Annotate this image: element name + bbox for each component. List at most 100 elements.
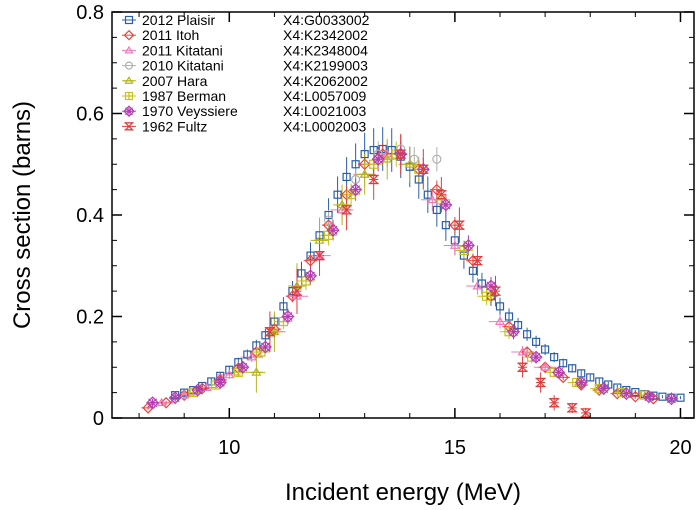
data-point xyxy=(314,251,325,261)
data-point xyxy=(574,375,588,389)
x-axis-title: Incident energy (MeV) xyxy=(285,479,521,506)
x-tick-label: 10 xyxy=(218,437,240,459)
y-tick-label: 0.8 xyxy=(76,2,104,24)
data-point xyxy=(304,269,318,283)
data-point xyxy=(481,291,492,301)
axes-layer: 0 0.2 0.4 0.6 0.8 10 15 20 xyxy=(76,2,695,459)
data-point xyxy=(535,377,547,388)
data-point xyxy=(201,382,212,391)
data-point xyxy=(631,388,640,397)
legend-marker xyxy=(123,76,135,84)
data-point xyxy=(468,266,478,275)
legend-item: 2007 Hara X4:K2062002 xyxy=(122,73,368,89)
data-point xyxy=(414,175,423,184)
data-point xyxy=(264,327,276,337)
data-point xyxy=(472,280,483,290)
data-point xyxy=(236,360,250,374)
y-tick-label: 0.4 xyxy=(76,205,104,227)
data-point xyxy=(291,286,303,296)
legend-label: 1987 Berman xyxy=(142,88,226,104)
data-point xyxy=(566,403,578,413)
data-point xyxy=(250,367,263,376)
legend-entry: X4:K2199003 xyxy=(283,58,368,74)
data-point xyxy=(435,190,447,200)
y-tick-label: 0 xyxy=(93,408,104,430)
data-point xyxy=(575,379,588,391)
data-point xyxy=(580,408,592,418)
legend-entry: X4:L0057009 xyxy=(283,88,367,104)
data-point xyxy=(507,325,521,339)
legend-item: 2012 Plaisir X4:G0033002 xyxy=(122,12,370,28)
data-point xyxy=(337,204,348,214)
data-point xyxy=(279,302,288,311)
data-point xyxy=(439,198,453,212)
data-point xyxy=(326,223,340,237)
x-tick-label: 15 xyxy=(444,437,466,459)
data-point xyxy=(517,346,528,356)
data-point xyxy=(495,302,505,311)
data-point xyxy=(314,250,325,259)
data-point xyxy=(409,154,419,164)
legend-entry: X4:L0002003 xyxy=(283,118,367,134)
data-point xyxy=(552,365,566,379)
legend-label: 1970 Veyssiere xyxy=(142,103,238,119)
data-point xyxy=(449,240,460,249)
data-point xyxy=(568,364,577,373)
data-point xyxy=(531,337,541,346)
data-point xyxy=(168,391,182,405)
legend-label: 1962 Fultz xyxy=(142,118,207,134)
legend-marker xyxy=(124,61,134,70)
data-point xyxy=(142,402,154,414)
data-point xyxy=(349,183,363,197)
data-point xyxy=(196,382,209,395)
data-point xyxy=(358,169,371,178)
data-point xyxy=(213,375,227,389)
data-point xyxy=(550,353,559,362)
data-point xyxy=(403,159,416,168)
data-point xyxy=(432,154,442,164)
legend-entry: X4:K2348004 xyxy=(283,42,368,58)
data-point xyxy=(432,205,441,215)
legend-item: 2011 Kitatani X4:K2348004 xyxy=(122,42,368,58)
legend-entry: X4:G0033002 xyxy=(283,12,370,28)
data-point xyxy=(427,194,438,204)
markers-layer xyxy=(142,144,685,418)
legend-item: 1970 Veyssiere X4:L0021003 xyxy=(122,103,367,119)
data-point xyxy=(342,172,351,182)
data-point xyxy=(658,392,667,401)
data-point xyxy=(539,361,551,374)
data-point xyxy=(224,369,235,379)
data-point xyxy=(315,231,324,240)
data-point xyxy=(629,390,642,403)
y-tick-label: 0.6 xyxy=(76,104,104,126)
data-point xyxy=(156,397,167,407)
x-tick-label: 20 xyxy=(669,437,691,459)
data-point xyxy=(540,362,551,371)
data-point xyxy=(378,144,387,154)
data-point xyxy=(517,362,529,372)
series-errors-4 xyxy=(247,138,419,393)
data-point xyxy=(450,236,459,245)
data-point xyxy=(323,215,334,225)
data-point xyxy=(597,382,611,396)
data-point xyxy=(513,321,523,330)
data-point xyxy=(494,316,506,325)
data-point xyxy=(642,390,656,404)
y-tick-label: 0.2 xyxy=(76,307,104,329)
data-point xyxy=(322,219,335,231)
legend-marker xyxy=(124,91,134,101)
data-point xyxy=(368,174,380,185)
data-point xyxy=(281,309,295,324)
legend-entry: X4:K2062002 xyxy=(283,73,368,89)
legend-marker xyxy=(123,105,135,117)
data-point xyxy=(430,183,443,196)
data-point xyxy=(360,150,369,159)
data-point xyxy=(341,205,353,215)
data-point xyxy=(664,392,678,406)
legend-marker xyxy=(123,29,135,41)
series-markers-4 xyxy=(250,153,416,376)
data-point xyxy=(304,254,317,267)
data-point xyxy=(371,152,385,166)
data-point xyxy=(461,238,475,252)
